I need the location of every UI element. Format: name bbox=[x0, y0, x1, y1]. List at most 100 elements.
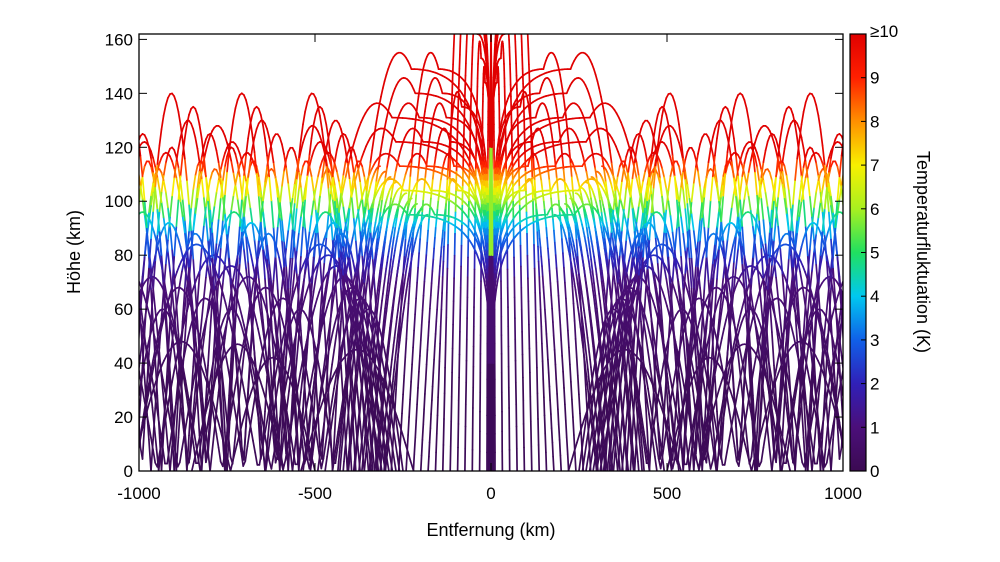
ray-path-segment bbox=[563, 387, 566, 406]
ray-path-segment bbox=[552, 455, 555, 471]
ray-path-segment bbox=[496, 231, 499, 240]
ray-path-segment bbox=[566, 226, 570, 234]
ray-path-segment bbox=[480, 17, 481, 18]
ray-path-segment bbox=[547, 372, 551, 388]
ray-path-segment bbox=[483, 214, 486, 223]
ray-path-segment bbox=[432, 247, 435, 261]
ray-path-segment bbox=[546, 236, 549, 250]
ray-path-segment bbox=[529, 420, 533, 448]
ray-path-segment bbox=[542, 378, 545, 399]
ray-path-segment bbox=[550, 427, 554, 444]
ray-path-segment bbox=[600, 280, 605, 297]
ray-path-segment bbox=[527, 300, 530, 326]
ray-path-segment bbox=[408, 243, 412, 253]
ray-path-segment bbox=[530, 155, 534, 179]
ray-path-segment bbox=[394, 344, 398, 359]
ray-path-segment bbox=[570, 380, 573, 401]
ray-path-segment bbox=[563, 266, 566, 284]
ray-path-segment bbox=[457, 98, 460, 118]
ray-path-segment bbox=[454, 190, 457, 214]
ray-path-segment bbox=[494, 159, 498, 168]
ray-path-segment bbox=[574, 338, 578, 358]
ray-path-segment bbox=[583, 208, 587, 220]
ray-path-segment bbox=[503, 14, 504, 15]
ray-path-segment bbox=[499, 9, 500, 12]
ray-path-segment bbox=[538, 237, 542, 249]
ray-path-segment bbox=[380, 136, 384, 149]
ray-path-segment bbox=[369, 149, 373, 165]
ray-path-segment bbox=[421, 423, 425, 441]
ray-path-segment bbox=[494, 260, 497, 268]
ray-path-segment bbox=[532, 158, 535, 171]
ray-path-segment bbox=[331, 349, 336, 366]
ray-path-segment bbox=[406, 302, 410, 322]
ray-path-segment bbox=[495, 168, 498, 175]
ray-path-segment bbox=[442, 418, 445, 446]
ray-path-segment bbox=[433, 236, 436, 250]
ray-path-segment bbox=[483, 143, 486, 151]
ray-path-segment bbox=[424, 254, 428, 269]
ray-path-segment bbox=[495, 208, 498, 216]
ray-path-segment bbox=[578, 393, 581, 415]
ray-path-segment bbox=[418, 146, 422, 160]
ray-path-segment bbox=[430, 270, 434, 284]
ray-path-segment bbox=[585, 227, 590, 239]
ray-path-segment bbox=[532, 198, 535, 223]
ray-path-segment bbox=[602, 224, 606, 240]
ray-path-segment bbox=[434, 451, 437, 471]
ray-path-segment bbox=[440, 292, 443, 311]
ray-path-segment bbox=[496, 214, 499, 223]
ray-path-segment bbox=[394, 121, 398, 130]
ray-path-segment bbox=[484, 159, 488, 168]
ray-path-segment bbox=[536, 231, 539, 248]
ray-path-segment bbox=[431, 372, 435, 388]
ray-path-segment bbox=[422, 408, 425, 426]
ray-path-segment bbox=[362, 186, 366, 195]
ray-path-segment bbox=[544, 320, 548, 335]
ray-path-segment bbox=[521, 19, 522, 30]
ray-path-segment bbox=[429, 127, 433, 136]
ray-path-segment bbox=[492, 218, 495, 230]
ray-path-segment bbox=[414, 297, 417, 316]
ray-path-segment bbox=[433, 333, 437, 348]
ray-path-segment bbox=[432, 358, 435, 374]
ray-path-segment bbox=[399, 302, 403, 314]
ray-path-segment bbox=[495, 202, 499, 211]
ray-path-segment bbox=[416, 168, 420, 183]
ray-path-segment bbox=[428, 307, 431, 323]
ray-path-segment bbox=[541, 360, 545, 380]
ray-path-segment bbox=[573, 257, 577, 268]
ray-path-segment bbox=[425, 241, 429, 256]
ray-path-segment bbox=[594, 118, 599, 129]
ray-path-segment bbox=[562, 95, 566, 107]
ray-path-segment bbox=[446, 244, 449, 270]
ray-path-segment bbox=[402, 222, 406, 232]
ray-path-segment bbox=[441, 260, 445, 278]
ray-path-segment bbox=[482, 7, 483, 10]
ray-path-segment bbox=[419, 339, 422, 357]
ray-path-segment bbox=[431, 258, 435, 272]
ray-path-segment bbox=[419, 454, 423, 471]
ray-path-segment bbox=[435, 433, 438, 454]
ray-path-segment bbox=[533, 168, 536, 182]
ray-path-segment bbox=[480, 16, 481, 17]
ray-path-segment bbox=[616, 436, 620, 456]
ray-path-segment bbox=[585, 388, 588, 411]
ray-path-segment bbox=[420, 439, 424, 457]
ray-path-segment bbox=[609, 149, 613, 165]
ray-path-segment bbox=[484, 179, 487, 188]
ray-path-segment bbox=[583, 368, 587, 391]
ray-path-segment bbox=[485, 220, 488, 229]
ray-path-segment bbox=[525, 211, 528, 235]
ray-path-segment bbox=[426, 334, 430, 351]
ray-path-segment bbox=[446, 168, 449, 182]
ray-path-segment bbox=[572, 203, 576, 211]
ray-path-segment bbox=[381, 80, 386, 90]
ray-path-segment bbox=[404, 265, 408, 276]
ray-path-segment bbox=[406, 203, 410, 211]
ray-path-segment bbox=[545, 156, 549, 166]
ray-path-segment bbox=[452, 300, 455, 326]
ray-path-segment bbox=[461, 9, 462, 19]
ray-path-segment bbox=[420, 127, 424, 139]
ray-path-segment bbox=[429, 413, 432, 430]
